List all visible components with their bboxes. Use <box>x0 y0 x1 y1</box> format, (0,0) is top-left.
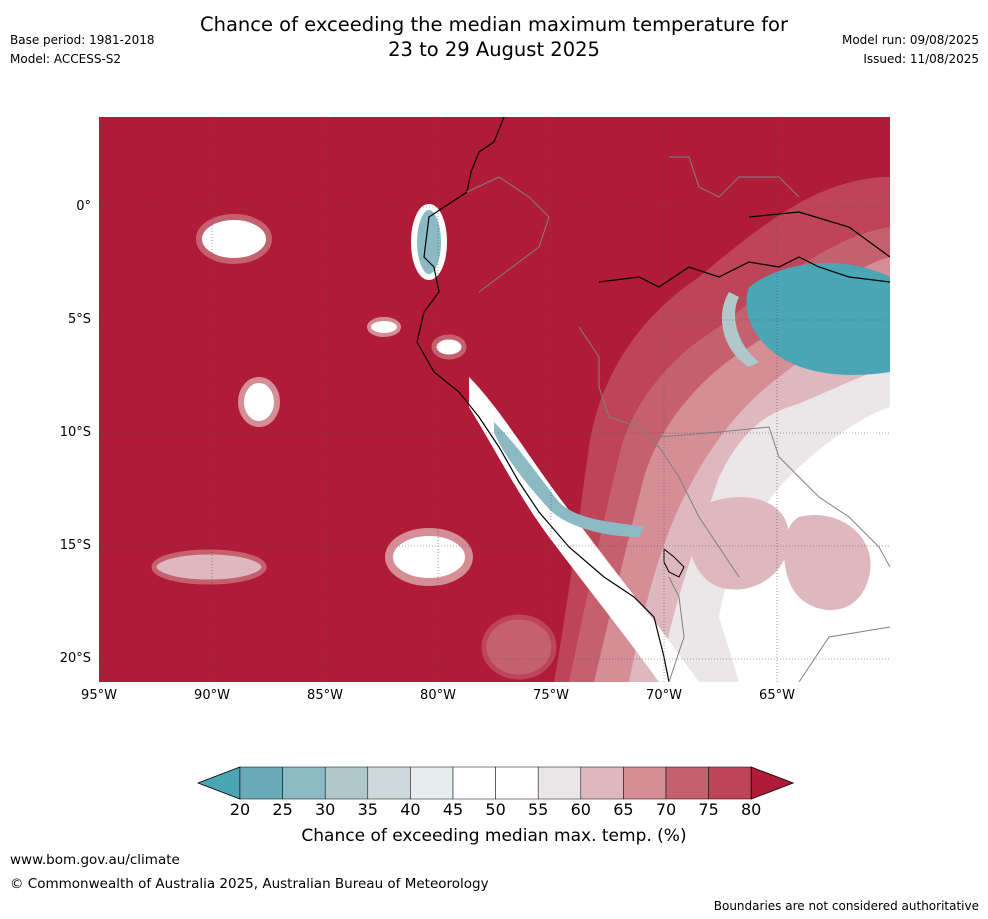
colorbar-cell <box>282 766 326 800</box>
colorbar-cell <box>324 766 369 800</box>
border-venezuela <box>669 156 800 198</box>
colorbar-tick-label: 60 <box>570 800 591 819</box>
forecast-map <box>99 117 890 682</box>
colorbar-tick-label: 45 <box>442 800 464 819</box>
lat-tick-0: 0° <box>76 199 91 214</box>
lon-tick-85w: 85°W <box>307 688 343 703</box>
colorbar-cell <box>410 766 454 800</box>
graticule <box>99 117 890 682</box>
colorbar-tick-label: 50 <box>485 800 506 819</box>
coastline <box>416 117 670 682</box>
footer-url[interactable]: www.bom.gov.au/climate <box>10 852 180 868</box>
model-name: Model: ACCESS-S2 <box>10 52 122 66</box>
field-pink-patch-2 <box>784 515 871 611</box>
lon-tick-80w: 80°W <box>420 688 456 703</box>
northern-coast <box>748 211 890 258</box>
border-colombia-ecuador <box>466 176 550 293</box>
offshore-patch-2 <box>431 334 467 360</box>
colorbar-arrow-high <box>750 766 794 800</box>
colorbar-cell <box>367 766 411 800</box>
colorbar-tick-label: 35 <box>357 800 378 819</box>
offshore-patch-1 <box>238 377 280 427</box>
offshore-patch-6 <box>367 317 401 337</box>
map-panel <box>99 117 890 682</box>
lat-tick-5s: 5°S <box>67 312 91 327</box>
colorbar-tick-label: 80 <box>741 800 762 819</box>
lon-tick-70w: 70°W <box>646 688 682 703</box>
colorbar-tick-label: 20 <box>229 800 251 819</box>
map-title-line2: 23 to 29 August 2025 <box>388 38 600 61</box>
country-borders <box>466 156 890 682</box>
border-bolivia-paraguay <box>798 626 890 682</box>
field-pink-patch <box>688 497 789 590</box>
colorbar-tick-label: 65 <box>613 800 634 819</box>
colorbar-tick-label: 75 <box>698 800 719 819</box>
field-coastal-belt <box>469 377 699 682</box>
colorbar-cell <box>665 766 709 800</box>
lon-tick-65w: 65°W <box>759 688 795 703</box>
lat-tick-15s: 15°S <box>59 538 91 553</box>
colorbar-tick-label: 30 <box>315 800 336 819</box>
lon-tick-90w: 90°W <box>194 688 230 703</box>
lon-tick-75w: 75°W <box>533 688 569 703</box>
colorbar-cell <box>452 766 496 800</box>
colorbar-arrow-low <box>196 766 241 800</box>
land-probability-fields <box>469 177 890 682</box>
colorbar-cells <box>196 766 794 800</box>
field-blue-belt <box>494 422 644 537</box>
offshore-patch-4 <box>151 549 267 585</box>
colorbar-cell <box>239 766 283 800</box>
galapagos-anomaly <box>196 214 272 264</box>
colorbar-tick-label: 25 <box>272 800 293 819</box>
issued-date: Issued: 11/08/2025 <box>863 52 979 66</box>
lon-tick-95w: 95°W <box>81 688 117 703</box>
colorbar-tick-label: 55 <box>528 800 549 819</box>
base-period: Base period: 1981-2018 <box>10 33 155 47</box>
colorbar-cell <box>495 766 539 800</box>
model-run: Model run: 09/08/2025 <box>841 33 979 47</box>
colorbar-tick-label: 40 <box>400 800 421 819</box>
border-bolivia-chile <box>668 576 685 682</box>
colorbar-label: Chance of exceeding median max. temp. (%… <box>301 826 687 846</box>
offshore-patch-5 <box>481 614 557 680</box>
lat-tick-20s: 20°S <box>59 651 91 666</box>
border-brazil-bolivia <box>658 426 890 568</box>
map-title: Chance of exceeding the median maximum t… <box>0 12 988 62</box>
offshore-patch-3 <box>385 528 473 586</box>
colorbar-cell <box>708 766 752 800</box>
border-peru-brazil <box>578 326 740 578</box>
colorbar <box>196 766 794 800</box>
field-blue-north <box>746 263 890 375</box>
map-title-line1: Chance of exceeding the median maximum t… <box>199 13 789 36</box>
footer-copyright: © Commonwealth of Australia 2025, Austra… <box>10 876 489 892</box>
field-blue-ring <box>721 292 759 367</box>
amazon-river <box>598 256 890 288</box>
colorbar-cell <box>537 766 582 800</box>
lat-tick-10s: 10°S <box>59 425 91 440</box>
colorbar-cell <box>623 766 667 800</box>
colorbar-tick-label: 70 <box>655 800 677 819</box>
colorbar-cell <box>580 766 624 800</box>
footer-note: Boundaries are not considered authoritat… <box>713 899 979 913</box>
